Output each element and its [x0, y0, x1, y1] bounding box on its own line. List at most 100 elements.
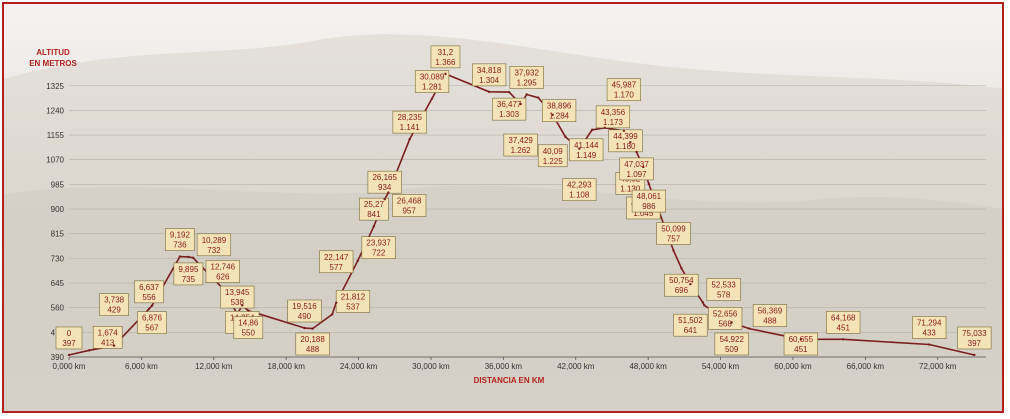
- data-point: [112, 344, 116, 347]
- callout-distance-label: 36,477: [497, 100, 522, 109]
- data-point: [622, 129, 626, 132]
- callout-altitude-label: 413: [101, 338, 115, 347]
- callout-altitude-label: 1.304: [479, 76, 500, 85]
- y-tick-label: 390: [51, 353, 65, 362]
- data-point: [311, 327, 314, 330]
- callout-distance-label: 26,165: [372, 173, 397, 182]
- callout-altitude-label: 986: [642, 202, 656, 211]
- callout-altitude-label: 641: [684, 326, 698, 335]
- data-point: [330, 313, 334, 316]
- data-point: [335, 301, 338, 304]
- callout-box: [173, 262, 204, 286]
- data-point: [647, 182, 651, 186]
- x-tick-label: 60,000 km: [774, 362, 812, 371]
- data-point: [408, 137, 411, 141]
- data-point: [973, 353, 976, 357]
- callout-altitude-label: 397: [968, 339, 982, 348]
- callout-altitude-label: 1.225: [543, 157, 564, 166]
- callout-box: [367, 170, 402, 194]
- x-tick-label: 72,000 km: [919, 362, 957, 371]
- callout-altitude-label: 1.170: [614, 91, 635, 100]
- callout-altitude-label: 451: [837, 323, 851, 332]
- callout-box: [392, 194, 427, 217]
- callout-box: [708, 307, 743, 330]
- data-point: [578, 147, 581, 150]
- hill-shape-front: [4, 185, 1002, 411]
- callout-distance-label: 40,09: [543, 147, 564, 156]
- data-point: [240, 304, 244, 307]
- callout-altitude-label: 1.284: [549, 112, 570, 121]
- x-tick-label: 48,000 km: [629, 362, 667, 371]
- y-tick-label: 560: [51, 304, 65, 313]
- callout-box: [957, 326, 992, 350]
- x-tick-label: 42,000 km: [557, 362, 595, 371]
- data-point: [444, 72, 447, 76]
- data-point: [551, 113, 554, 116]
- callout-distance-label: 6,637: [139, 283, 160, 292]
- callout-distance-label: 22,147: [324, 253, 349, 262]
- callout-distance-label: 25,27: [364, 200, 385, 209]
- callout-altitude-label: 1.366: [435, 58, 456, 67]
- data-point: [507, 90, 511, 94]
- callout-box: [233, 316, 264, 339]
- data-point: [629, 141, 632, 144]
- data-point: [730, 321, 733, 324]
- callout-altitude-label: 537: [346, 302, 360, 311]
- data-point: [191, 256, 195, 259]
- callout-distance-label: 48,061: [637, 192, 662, 201]
- callout-altitude-label: 1.295: [517, 78, 538, 87]
- x-tick-label: 54,000 km: [702, 362, 740, 371]
- data-point: [147, 307, 151, 311]
- callout-distance-label: 42,293: [567, 181, 592, 190]
- callout-altitude-label: 397: [62, 339, 76, 348]
- callout-distance-label: 0: [67, 329, 72, 338]
- y-tick-label: 900: [51, 205, 65, 214]
- callout-altitude-label: 841: [367, 210, 381, 219]
- data-point: [537, 96, 540, 99]
- callout-box: [706, 278, 741, 301]
- callout-altitude-label: 1.281: [422, 83, 443, 92]
- y-tick-label: 645: [51, 279, 65, 288]
- callout-altitude-label: 538: [231, 298, 245, 307]
- data-point: [247, 309, 250, 312]
- data-point: [672, 249, 675, 252]
- callout-altitude-label: 696: [675, 286, 689, 295]
- callout-altitude-label: 732: [207, 246, 221, 255]
- data-point: [590, 128, 594, 132]
- callout-distance-label: 50,754: [669, 276, 694, 285]
- callout-distance-label: 28,235: [397, 113, 422, 122]
- callout-box: [205, 260, 240, 283]
- callout-distance-label: 37,429: [508, 136, 533, 145]
- y-axis-title-line-2: EN METROS: [29, 59, 77, 68]
- data-point: [356, 259, 360, 262]
- callout-distance-label: 23,937: [366, 239, 391, 248]
- callout-distance-label: 3,738: [104, 296, 125, 305]
- data-point: [372, 224, 376, 228]
- callout-altitude-label: 934: [378, 183, 392, 192]
- data-point: [387, 191, 390, 194]
- callout-distance-label: 75,033: [962, 329, 987, 338]
- callout-box: [99, 293, 129, 316]
- y-tick-label: 985: [51, 180, 65, 189]
- callout-box: [562, 178, 597, 202]
- data-point: [525, 93, 528, 96]
- callout-box: [503, 133, 538, 157]
- callout-distance-label: 31,2: [438, 48, 454, 57]
- x-tick-label: 18,000 km: [268, 362, 306, 371]
- callout-box: [492, 97, 527, 121]
- data-point: [799, 338, 803, 341]
